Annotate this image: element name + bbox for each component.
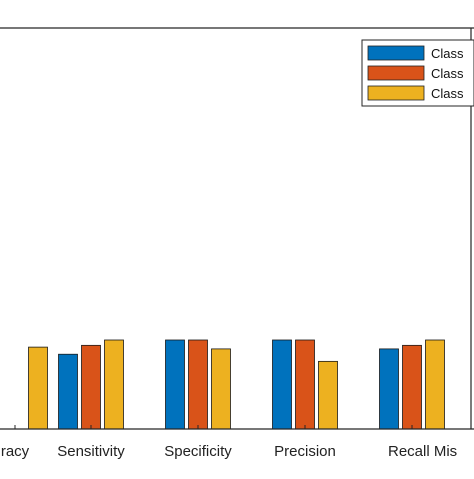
x-tick-label-accuracy: racy [1, 443, 30, 460]
legend-label-3: Class [431, 86, 464, 101]
bar-specificity-series-1 [165, 339, 185, 430]
bar-precision-series-3 [318, 360, 338, 430]
bar-recall-series-1 [379, 348, 399, 430]
bar-recall-series-3 [425, 339, 445, 430]
legend-swatch-2 [367, 65, 425, 81]
bar-sensitivity-series-2 [81, 344, 101, 430]
x-tick-label-sensitivity: Sensitivity [57, 443, 125, 460]
x-tick-label-recall-mis: Recall Mis [388, 443, 457, 460]
legend-swatch-3 [367, 85, 425, 101]
bar-specificity-series-3 [211, 348, 231, 430]
bar-precision-series-1 [272, 339, 292, 430]
bar-precision-series-2 [295, 339, 315, 430]
bars-layer [28, 339, 445, 430]
bar-recall-series-2 [402, 344, 422, 430]
legend-label-2: Class [431, 66, 464, 81]
bar-specificity-series-2 [188, 339, 208, 430]
x-tick-label-specificity: Specificity [164, 443, 232, 460]
legend-swatch-1 [367, 45, 425, 61]
ticks-layer [14, 425, 413, 429]
legend-label-1: Class [431, 46, 464, 61]
bar-accuracy-series-3 [28, 346, 48, 430]
bar-sensitivity-series-1 [58, 353, 78, 430]
x-tick-label-precision: Precision [274, 443, 336, 460]
legend: Class Class Class [361, 39, 474, 107]
bar-sensitivity-series-3 [104, 339, 124, 430]
